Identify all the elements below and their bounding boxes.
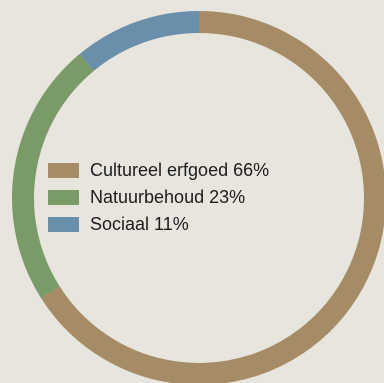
- legend-item-cultureel-erfgoed: Cultureel erfgoed 66%: [48, 157, 269, 184]
- legend-swatch-cultureel-erfgoed: [48, 163, 79, 178]
- donut-slice-sociaal: [79, 11, 200, 71]
- donut-slice-cultureel-erfgoed: [41, 11, 384, 383]
- donut-slice-natuurbehoud: [12, 53, 94, 299]
- legend-label-cultureel-erfgoed: Cultureel erfgoed 66%: [90, 160, 270, 180]
- legend-label-sociaal: Sociaal 11%: [90, 214, 189, 234]
- chart-legend: Cultureel erfgoed 66% Natuurbehoud 23% S…: [48, 157, 269, 238]
- legend-swatch-natuurbehoud: [48, 190, 79, 205]
- legend-swatch-sociaal: [48, 217, 79, 232]
- legend-label-natuurbehoud: Natuurbehoud 23%: [90, 187, 246, 207]
- legend-item-natuurbehoud: Natuurbehoud 23%: [48, 184, 269, 211]
- legend-item-sociaal: Sociaal 11%: [48, 211, 269, 238]
